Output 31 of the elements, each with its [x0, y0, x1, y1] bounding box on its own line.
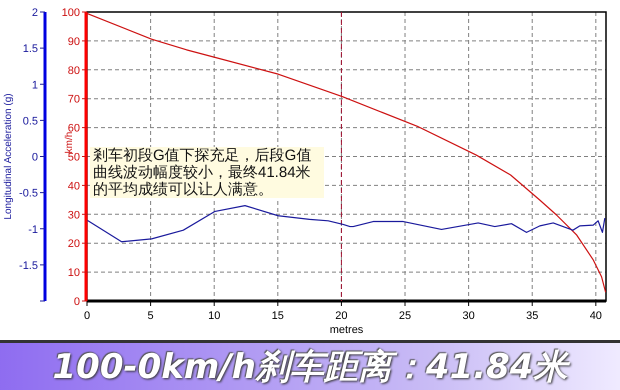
- y2-tick-label: -1.5: [19, 260, 38, 272]
- x-axis-title: metres: [330, 324, 364, 336]
- y2-axis-title: Longitudinal Acceleration (g): [3, 93, 14, 220]
- y2-tick-label: 1: [32, 79, 38, 92]
- y-tick-label: 20: [68, 238, 80, 250]
- y-tick-label: 0: [74, 296, 80, 308]
- line-series: [86, 205, 606, 242]
- y-tick-label: 90: [68, 36, 80, 48]
- x-tick-label: 10: [208, 310, 220, 322]
- y2-tick-label: -1: [28, 224, 38, 236]
- y-tick-label: 70: [68, 94, 80, 106]
- y-tick-label: 40: [68, 180, 80, 192]
- x-tick-label: 25: [398, 310, 412, 322]
- x-tick-label: 5: [148, 310, 154, 322]
- x-tick-label: 15: [272, 310, 284, 322]
- x-tick-label: 20: [335, 310, 348, 322]
- y-tick-label: 10: [68, 267, 80, 280]
- y-tick-label: 80: [68, 64, 80, 77]
- x-tick-label: 0: [84, 310, 90, 322]
- y-tick-label: 100: [62, 7, 80, 19]
- y-tick-label: 30: [68, 209, 80, 222]
- annotation: 剎车初段G值下探充足，后段G值曲线波动幅度较小，最终41.84米的平均成绩可以让人满意。: [90, 147, 324, 198]
- y-tick-label: 50: [68, 152, 80, 164]
- y2-tick-label: 2: [32, 7, 38, 19]
- y2-tick-label: 0: [32, 152, 38, 164]
- x-tick-label: 40: [590, 310, 602, 322]
- x-tick-label: 30: [462, 310, 475, 322]
- y2-tick-label: 1.5: [22, 43, 38, 56]
- y2-tick-label: 0.5: [22, 115, 38, 128]
- x-tick-label: 35: [526, 310, 538, 322]
- y2-tick-label: -0.5: [19, 188, 38, 200]
